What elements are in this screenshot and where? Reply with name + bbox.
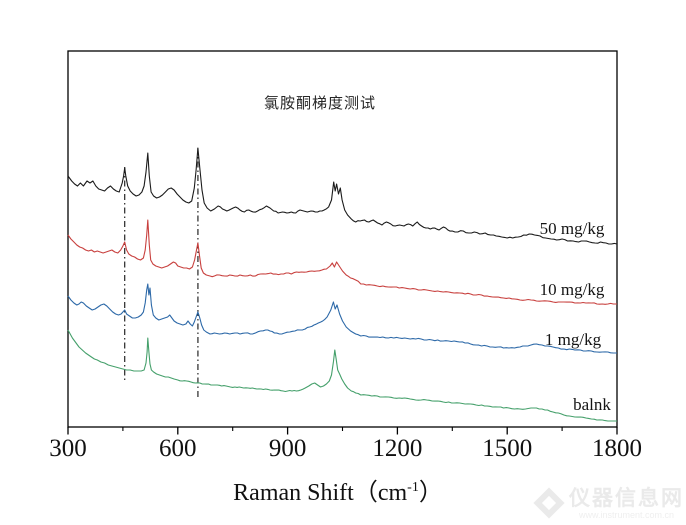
series-curve-3: [67, 329, 617, 422]
watermark-url: www.instrument.com.cn: [578, 510, 675, 520]
x-axis-title-close: ）: [418, 480, 443, 506]
x-axis-tick-label: 900: [268, 435, 307, 462]
watermark-text: 仪器信息网 www.instrument.com.cn: [569, 488, 684, 520]
x-axis-title-main: Raman Shift（cm: [233, 480, 408, 506]
x-axis-tick-label: 600: [159, 435, 197, 462]
watermark-logo-icon: [533, 487, 565, 521]
x-axis-title-sup: -1: [407, 480, 419, 495]
x-axis-tick-label: 300: [49, 435, 87, 462]
watermark: 仪器信息网 www.instrument.com.cn: [533, 487, 684, 521]
series-curve-2: [67, 283, 617, 354]
series-label: 1 mg/kg: [544, 330, 602, 349]
x-axis-tick-label: 1800: [592, 435, 642, 462]
series-label: balnk: [573, 395, 611, 414]
watermark-site-name: 仪器信息网: [569, 487, 684, 510]
series-label: 10 mg/kg: [539, 280, 605, 299]
x-axis-title: Raman Shift（cm-1）: [233, 472, 443, 507]
series-label: 50 mg/kg: [539, 219, 605, 238]
x-axis-tick-label: 1500: [482, 435, 533, 462]
x-axis-tick-label: 1200: [372, 435, 423, 462]
series-curve-0: [67, 147, 618, 245]
series-curve-1: [67, 219, 617, 305]
chart-title: 氯胺酮梯度测试: [263, 96, 377, 112]
